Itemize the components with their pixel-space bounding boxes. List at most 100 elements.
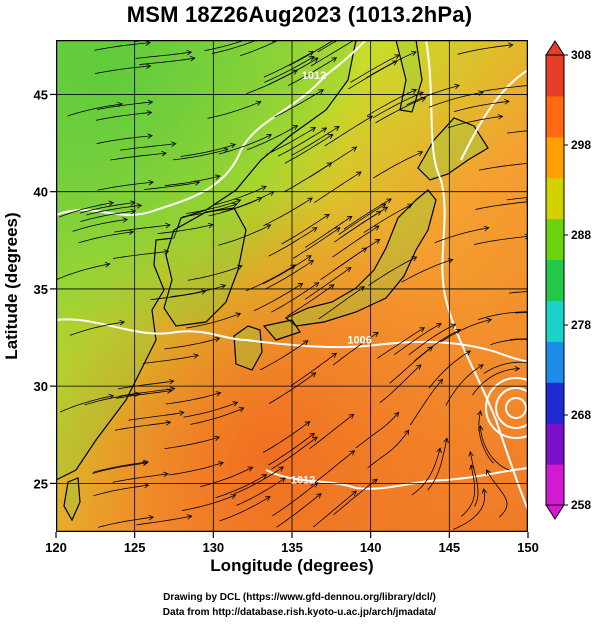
x-tick-label: 135 [281,540,303,555]
colorbar-tick-label: 268 [571,408,591,422]
streamline [143,181,200,190]
streamline [477,311,528,321]
streamline [207,101,261,119]
streamline [453,488,486,530]
streamline-arrowhead [261,185,267,191]
streamline [289,40,335,66]
streamline [119,388,175,397]
streamline-arrowhead [393,411,400,418]
streamline [262,421,311,453]
streamline [128,412,184,421]
streamline [271,282,320,313]
x-tick-label: 120 [45,540,67,555]
colorbar-bottom-arrow [545,504,565,520]
coastlines [56,40,489,522]
streamline [271,436,318,470]
streamline-arrowhead [326,162,333,168]
streamline-arrowhead [261,474,268,480]
streamline-arrowhead [186,49,193,56]
streamline-arrowhead [331,57,338,63]
streamline [375,97,426,124]
streamline-arrowhead [312,436,318,442]
streamline-arrowhead [163,249,170,255]
streamline-arrowhead [309,432,316,438]
streamline [363,203,413,233]
streamline-arrowhead [407,203,413,209]
streamline-arrowhead [218,461,224,467]
streamline [309,413,354,450]
colorbar-segment [546,177,564,220]
streamline-arrowhead [394,54,401,60]
streamline [259,340,309,371]
streamline [98,516,154,528]
colorbar-segment [546,259,564,301]
streamline-arrowhead [469,464,475,471]
taiwan [63,477,81,522]
streamline [59,395,114,413]
streamline [180,144,236,157]
streamline-arrowhead [485,469,491,476]
streamline [112,473,169,483]
japan-kyushu [233,325,263,371]
streamline [272,482,318,517]
streamline [366,89,417,117]
streamline-arrowhead [465,350,472,356]
y-axis: 25 30 35 40 45 [34,87,56,491]
x-axis: 120 125 130 135 140 145 150 [45,532,539,555]
streamline-arrowhead [179,410,185,416]
colorbar-segment [546,300,564,342]
streamline [135,51,192,59]
plot-frame [55,39,529,533]
streamline-arrowhead [308,56,315,62]
streamline-arrowhead [108,200,115,207]
streamline [350,54,400,83]
streamline-arrowhead [215,391,222,397]
streamline [276,493,322,528]
x-tick-label: 140 [360,540,382,555]
colorbar-tick-label: 308 [571,48,591,62]
streamline [434,227,489,244]
streamline [460,465,476,517]
streamline [472,368,520,396]
streamline-arrowhead [292,69,298,75]
y-tick-label: 35 [34,282,48,297]
streamline [333,478,378,516]
streamline [408,323,456,356]
streamline [208,197,262,217]
streamline-arrowhead [386,198,392,204]
streamline-arrowhead [419,327,426,333]
colorbar-segment [546,464,564,506]
streamline [92,462,148,474]
streamline [310,450,355,487]
colorbar-tick-label: 258 [571,498,591,512]
pressure-contour [56,40,367,216]
streamline [264,56,315,83]
streamline-arrowhead [351,490,357,497]
streamline [506,196,528,201]
colorbar-segment [546,136,564,179]
pressure-contour [425,40,528,511]
streamline-arrowhead [410,51,417,57]
credit-data: Data from http://database.rish.kyoto-u.a… [162,607,437,618]
streamline-arrowhead [316,493,322,499]
streamline [268,227,318,257]
streamline [182,203,238,218]
streamline [114,224,171,233]
streamline-arrowhead [200,289,207,295]
x-tick-label: 130 [202,540,224,555]
streamline [338,203,387,235]
streamline-arrowhead [214,174,221,180]
streamline-arrowhead [411,88,418,94]
streamline [411,448,441,496]
streamline-arrowhead [504,99,510,105]
streamline-arrowhead [346,215,353,221]
y-tick-label: 40 [34,185,48,200]
streamline-arrowhead [349,450,356,456]
streamline [304,267,352,300]
streamline [340,206,388,239]
streamline [157,224,213,234]
streamline [246,69,298,95]
streamline-arrowhead [214,435,220,441]
streamline-arrowhead [165,222,171,229]
streamline [486,469,508,518]
